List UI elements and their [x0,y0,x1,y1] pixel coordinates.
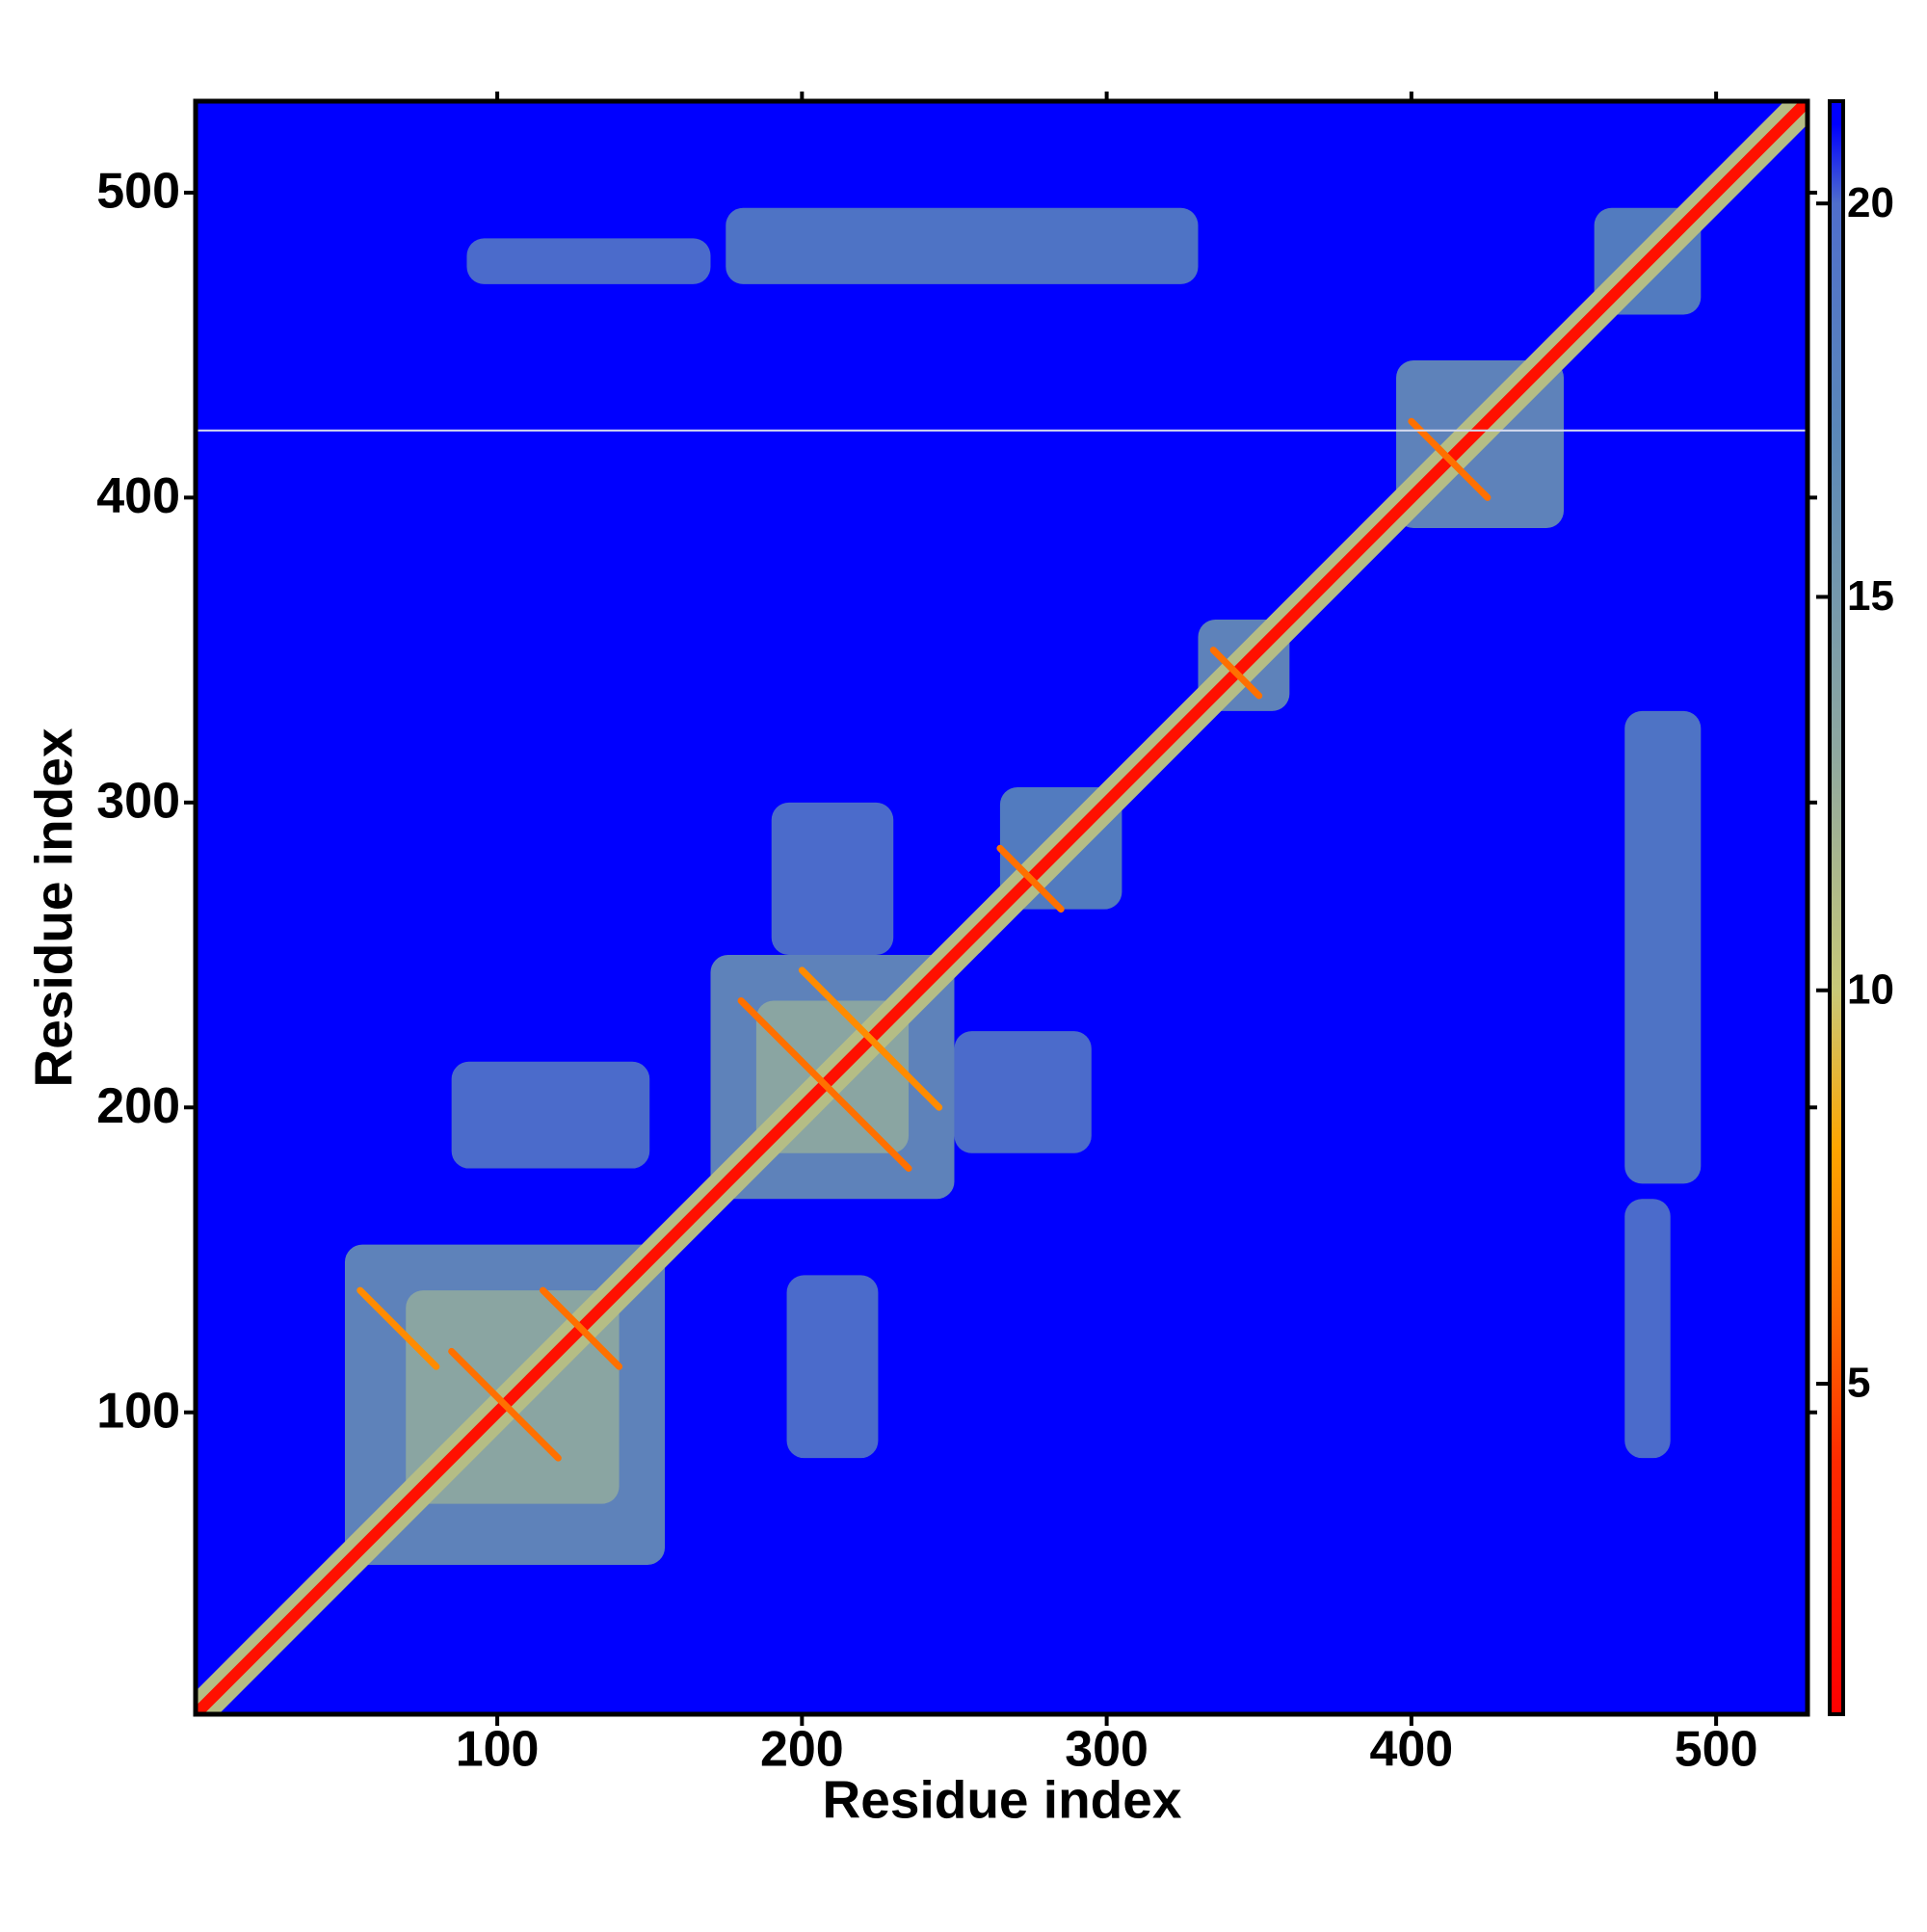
heatmap-cell [954,1031,1092,1153]
contact-streak [1408,417,1491,501]
contact-streak [996,844,1065,913]
contact-streak [1209,647,1263,700]
x-tick-label: 400 [1369,1722,1453,1778]
contact-streak [448,1347,562,1462]
heatmap-cell [451,1061,650,1169]
colorbar-tick-label: 5 [1847,1360,1870,1407]
contact-streak [540,1286,623,1370]
x-axis-label: Residue index [823,1770,1182,1830]
x-tick-label: 100 [456,1722,540,1778]
contact-streak [798,966,943,1111]
heatmap-cell [771,802,894,956]
x-tick-label: 200 [760,1722,844,1778]
diagonal-core [196,101,1808,1714]
contact-streak [737,997,912,1173]
colorbar-tick-label: 20 [1847,179,1894,226]
x-tick-label: 300 [1065,1722,1148,1778]
heatmap-cell [726,207,1199,284]
x-tick-label: 500 [1675,1722,1758,1778]
y-tick-label: 500 [96,164,180,220]
colorbar-tick-label: 15 [1847,572,1894,620]
y-tick-label: 200 [96,1078,180,1134]
colorbar-tick-label: 10 [1847,966,1894,1013]
colorbar [1828,99,1845,1716]
heatmap-cell [786,1275,879,1459]
contact-streak [356,1286,440,1370]
heatmap-cell [1624,710,1702,1184]
heatmap-cell [1624,1199,1671,1459]
y-axis-label: Residue index [24,728,84,1087]
plot-frame [193,98,1810,1717]
y-tick-label: 400 [96,468,180,524]
y-tick-label: 300 [96,774,180,830]
y-tick-label: 100 [96,1383,180,1439]
plot-area [196,101,1808,1714]
heatmap-cell [466,238,711,284]
